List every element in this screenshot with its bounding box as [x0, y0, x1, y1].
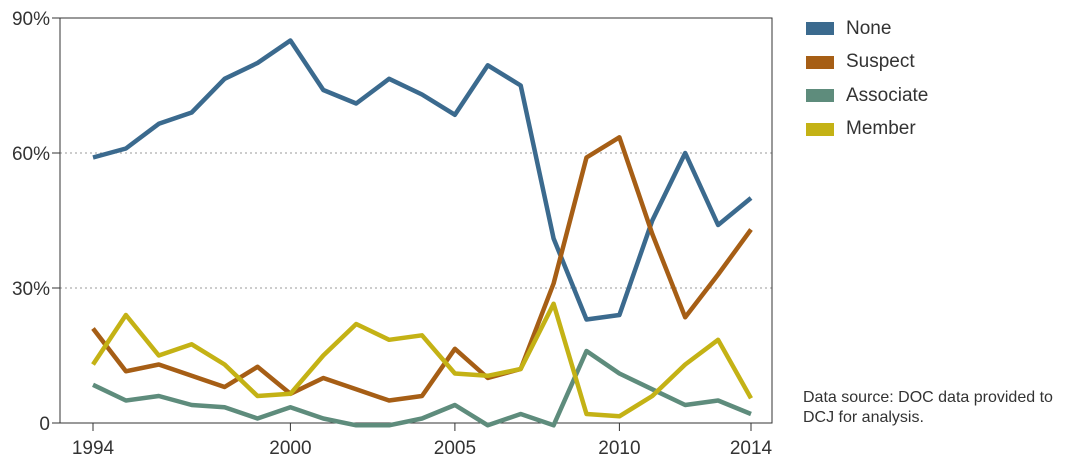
source-note: Data source: DOC data provided to DCJ fo… [803, 389, 1053, 426]
series-line-suspect [91, 135, 753, 403]
series-line-none [92, 38, 753, 322]
series-line-associate [92, 348, 752, 428]
legend: None Suspect Associate Member [806, 12, 928, 146]
legend-swatch [806, 22, 834, 36]
legend-swatch [806, 89, 834, 103]
legend-label: Member [846, 118, 916, 140]
x-tick-label: 2014 [730, 438, 773, 459]
tick-labels: 0 30% 60% 90% 1994 2000 2005 2010 2014 [12, 9, 773, 459]
y-tick-label: 90% [12, 9, 50, 30]
axes [52, 17, 773, 431]
legend-swatch [806, 55, 834, 69]
x-tick-label: 2010 [598, 438, 640, 459]
legend-item-suspect: Suspect [806, 46, 928, 80]
x-tick-label: 2000 [269, 438, 311, 459]
grid-lines [60, 152, 772, 289]
y-tick-label: 60% [12, 144, 50, 165]
legend-label: Suspect [846, 51, 915, 73]
series-lines [91, 38, 753, 428]
y-tick-label: 30% [12, 279, 50, 300]
y-tick-label: 0 [39, 414, 50, 435]
legend-label: Associate [846, 84, 929, 106]
x-tick-label: 2005 [434, 438, 476, 459]
legend-label: None [846, 17, 892, 39]
plot-frame [59, 17, 773, 424]
x-tick-label: 1994 [72, 438, 115, 459]
legend-item-associate: Associate [806, 79, 928, 113]
series-line-member [91, 301, 753, 419]
legend-item-member: Member [806, 113, 928, 147]
line-chart: 0 30% 60% 90% 1994 2000 2005 2010 2014 [12, 9, 773, 459]
legend-item-none: None [806, 12, 928, 46]
legend-swatch [806, 122, 834, 136]
